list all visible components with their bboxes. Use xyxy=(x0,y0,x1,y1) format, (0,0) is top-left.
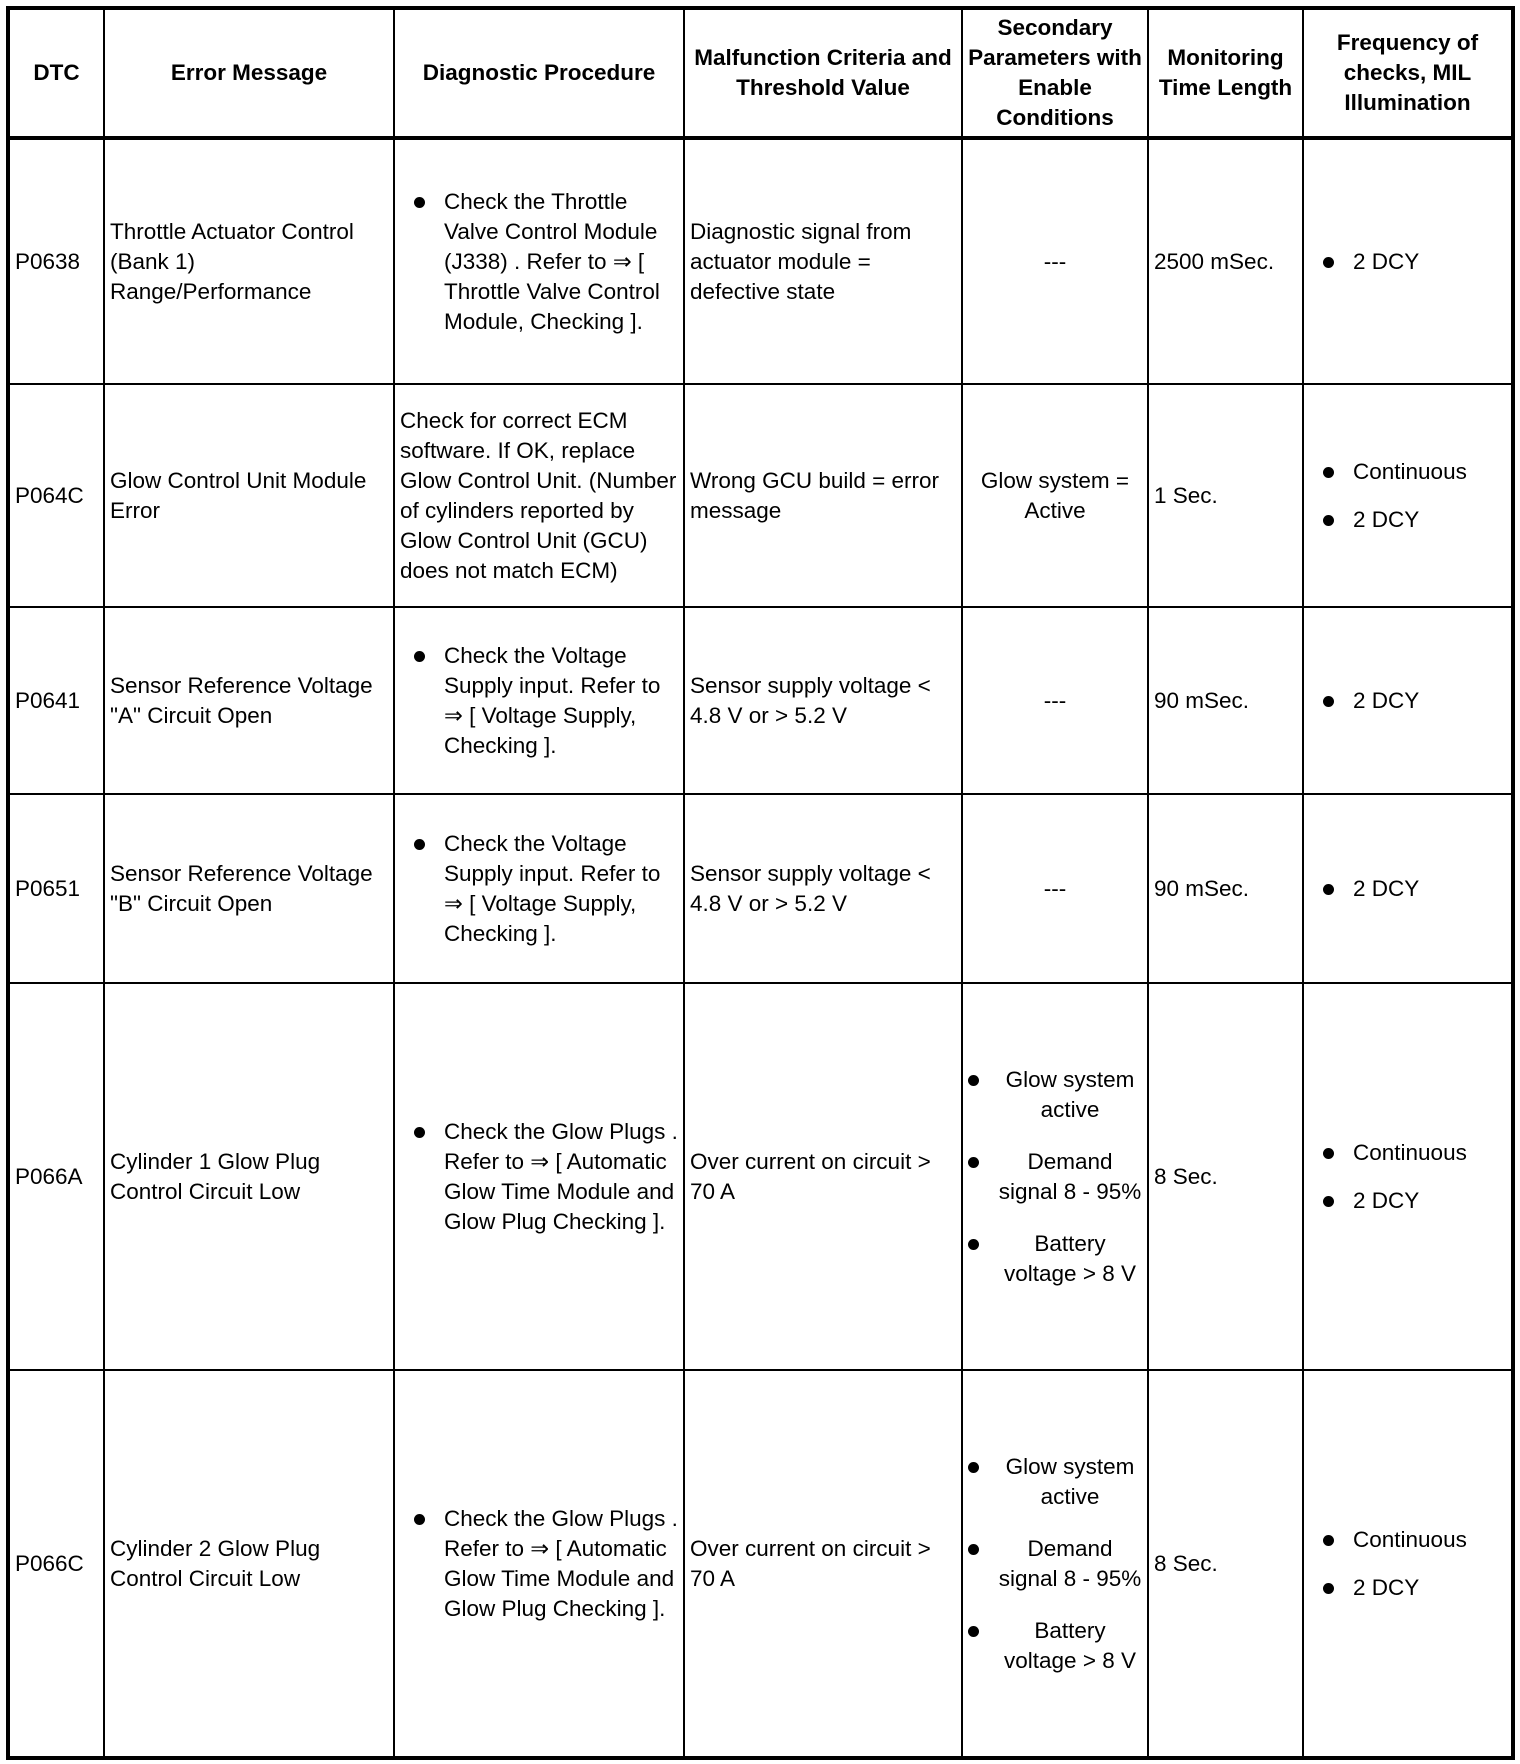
procedure-list: Check the Glow Plugs . Refer to ⇒ [ Auto… xyxy=(400,1504,678,1624)
dtc-cell: P066A xyxy=(7,982,105,1371)
malfunction-criteria-cell: Wrong GCU build = error message xyxy=(683,383,963,608)
diagnostic-procedure-cell: Check the Throttle Valve Control Module … xyxy=(393,137,685,385)
error-message-cell: Sensor Reference Voltage "B" Circuit Ope… xyxy=(103,793,395,984)
diagnostic-procedure-cell: Check for correct ECM software. If OK, r… xyxy=(393,383,685,608)
diagnostic-procedure-cell: Check the Voltage Supply input. Refer to… xyxy=(393,793,685,984)
monitoring-time-cell: 8 Sec. xyxy=(1147,1369,1304,1759)
error-message-cell: Throttle Actuator Control (Bank 1) Range… xyxy=(103,137,395,385)
malfunction-criteria-cell: Sensor supply voltage < 4.8 V or > 5.2 V xyxy=(683,793,963,984)
frequency-cell: Continuous 2 DCY xyxy=(1302,1369,1514,1759)
frequency-cell: Continuous 2 DCY xyxy=(1302,383,1514,608)
secondary-item: Battery voltage > 8 V xyxy=(968,1229,1142,1289)
secondary-item: Glow system active xyxy=(968,1452,1142,1512)
secondary-text: Glow system = Active xyxy=(980,467,1130,523)
table-row: P0638 Throttle Actuator Control (Bank 1) … xyxy=(7,137,1514,385)
frequency-item: Continuous xyxy=(1323,1138,1506,1168)
secondary-parameters-cell: Glow system = Active xyxy=(961,383,1149,608)
header-dtc: DTC xyxy=(7,7,105,139)
malfunction-criteria-cell: Over current on circuit > 70 A xyxy=(683,982,963,1371)
secondary-item: Demand signal 8 - 95% xyxy=(968,1534,1142,1594)
monitoring-time-cell: 90 mSec. xyxy=(1147,793,1304,984)
header-frequency: Frequency of checks, MIL Illumination xyxy=(1302,7,1514,139)
secondary-item: Battery voltage > 8 V xyxy=(968,1616,1142,1676)
secondary-item: Demand signal 8 - 95% xyxy=(968,1147,1142,1207)
monitoring-time-cell: 8 Sec. xyxy=(1147,982,1304,1371)
secondary-text: --- xyxy=(1043,248,1067,274)
monitoring-time-cell: 2500 mSec. xyxy=(1147,137,1304,385)
malfunction-criteria-cell: Diagnostic signal from actuator module =… xyxy=(683,137,963,385)
error-message-cell: Cylinder 1 Glow Plug Control Circuit Low xyxy=(103,982,395,1371)
frequency-item: Continuous xyxy=(1323,1525,1506,1555)
secondary-parameters-cell: --- xyxy=(961,793,1149,984)
frequency-item: 2 DCY xyxy=(1323,505,1506,535)
frequency-list: 2 DCY xyxy=(1309,686,1506,716)
secondary-parameters-cell: Glow system active Demand signal 8 - 95% B… xyxy=(961,982,1149,1371)
frequency-list: Continuous 2 DCY xyxy=(1309,1525,1506,1603)
procedure-item: Check the Voltage Supply input. Refer to… xyxy=(414,829,678,949)
procedure-item: Check the Glow Plugs . Refer to ⇒ [ Auto… xyxy=(414,1504,678,1624)
diagnostic-procedure-cell: Check the Voltage Supply input. Refer to… xyxy=(393,606,685,795)
frequency-item: 2 DCY xyxy=(1323,1573,1506,1603)
secondary-text: --- xyxy=(1043,687,1067,713)
malfunction-criteria-cell: Over current on circuit > 70 A xyxy=(683,1369,963,1759)
header-diagnostic-procedure: Diagnostic Procedure xyxy=(393,7,685,139)
malfunction-criteria-cell: Sensor supply voltage < 4.8 V or > 5.2 V xyxy=(683,606,963,795)
monitoring-time-cell: 90 mSec. xyxy=(1147,606,1304,795)
frequency-item: Continuous xyxy=(1323,457,1506,487)
diagnostic-procedure-cell: Check the Glow Plugs . Refer to ⇒ [ Auto… xyxy=(393,982,685,1371)
monitoring-time-cell: 1 Sec. xyxy=(1147,383,1304,608)
header-monitoring-time: Monitoring Time Length xyxy=(1147,7,1304,139)
secondary-text: --- xyxy=(1043,875,1067,901)
secondary-parameters-cell: --- xyxy=(961,606,1149,795)
frequency-cell: 2 DCY xyxy=(1302,137,1514,385)
diagnostic-procedure-cell: Check the Glow Plugs . Refer to ⇒ [ Auto… xyxy=(393,1369,685,1759)
frequency-item: 2 DCY xyxy=(1323,686,1506,716)
dtc-cell: P0651 xyxy=(7,793,105,984)
frequency-cell: 2 DCY xyxy=(1302,606,1514,795)
table-row: P066C Cylinder 2 Glow Plug Control Circui… xyxy=(7,1369,1514,1759)
secondary-list: Glow system active Demand signal 8 - 95% B… xyxy=(968,1452,1142,1676)
secondary-parameters-cell: Glow system active Demand signal 8 - 95% B… xyxy=(961,1369,1149,1759)
secondary-parameters-cell: --- xyxy=(961,137,1149,385)
frequency-cell: Continuous 2 DCY xyxy=(1302,982,1514,1371)
procedure-list: Check the Throttle Valve Control Module … xyxy=(400,187,678,337)
error-message-cell: Glow Control Unit Module Error xyxy=(103,383,395,608)
secondary-list: Glow system active Demand signal 8 - 95% B… xyxy=(968,1065,1142,1289)
frequency-item: 2 DCY xyxy=(1323,1186,1506,1216)
header-malfunction-criteria: Malfunction Criteria and Threshold Value xyxy=(683,7,963,139)
frequency-list: Continuous 2 DCY xyxy=(1309,1138,1506,1216)
dtc-cell: P0641 xyxy=(7,606,105,795)
frequency-item: 2 DCY xyxy=(1323,247,1506,277)
frequency-item: 2 DCY xyxy=(1323,874,1506,904)
error-message-cell: Sensor Reference Voltage "A" Circuit Ope… xyxy=(103,606,395,795)
dtc-cell: P064C xyxy=(7,383,105,608)
frequency-cell: 2 DCY xyxy=(1302,793,1514,984)
secondary-item: Glow system active xyxy=(968,1065,1142,1125)
dtc-table: DTC Error Message Diagnostic Procedure M… xyxy=(6,6,1515,1760)
procedure-list: Check the Glow Plugs . Refer to ⇒ [ Auto… xyxy=(400,1117,678,1237)
procedure-item: Check the Glow Plugs . Refer to ⇒ [ Auto… xyxy=(414,1117,678,1237)
table-row: P066A Cylinder 1 Glow Plug Control Circui… xyxy=(7,982,1514,1371)
header-row: DTC Error Message Diagnostic Procedure M… xyxy=(7,7,1514,139)
frequency-list: 2 DCY xyxy=(1309,874,1506,904)
frequency-list: Continuous 2 DCY xyxy=(1309,457,1506,535)
procedure-item: Check the Voltage Supply input. Refer to… xyxy=(414,641,678,761)
table-row: P064C Glow Control Unit Module Error Check… xyxy=(7,383,1514,608)
dtc-cell: P0638 xyxy=(7,137,105,385)
header-secondary-parameters: Secondary Parameters with Enable Conditi… xyxy=(961,7,1149,139)
error-message-cell: Cylinder 2 Glow Plug Control Circuit Low xyxy=(103,1369,395,1759)
frequency-list: 2 DCY xyxy=(1309,247,1506,277)
procedure-item: Check the Throttle Valve Control Module … xyxy=(414,187,678,337)
table-row: P0651 Sensor Reference Voltage "B" Circui… xyxy=(7,793,1514,984)
procedure-list: Check the Voltage Supply input. Refer to… xyxy=(400,641,678,761)
dtc-cell: P066C xyxy=(7,1369,105,1759)
table-row: P0641 Sensor Reference Voltage "A" Circui… xyxy=(7,606,1514,795)
procedure-list: Check the Voltage Supply input. Refer to… xyxy=(400,829,678,949)
header-error-message: Error Message xyxy=(103,7,395,139)
procedure-text: Check for correct ECM software. If OK, r… xyxy=(400,407,677,583)
